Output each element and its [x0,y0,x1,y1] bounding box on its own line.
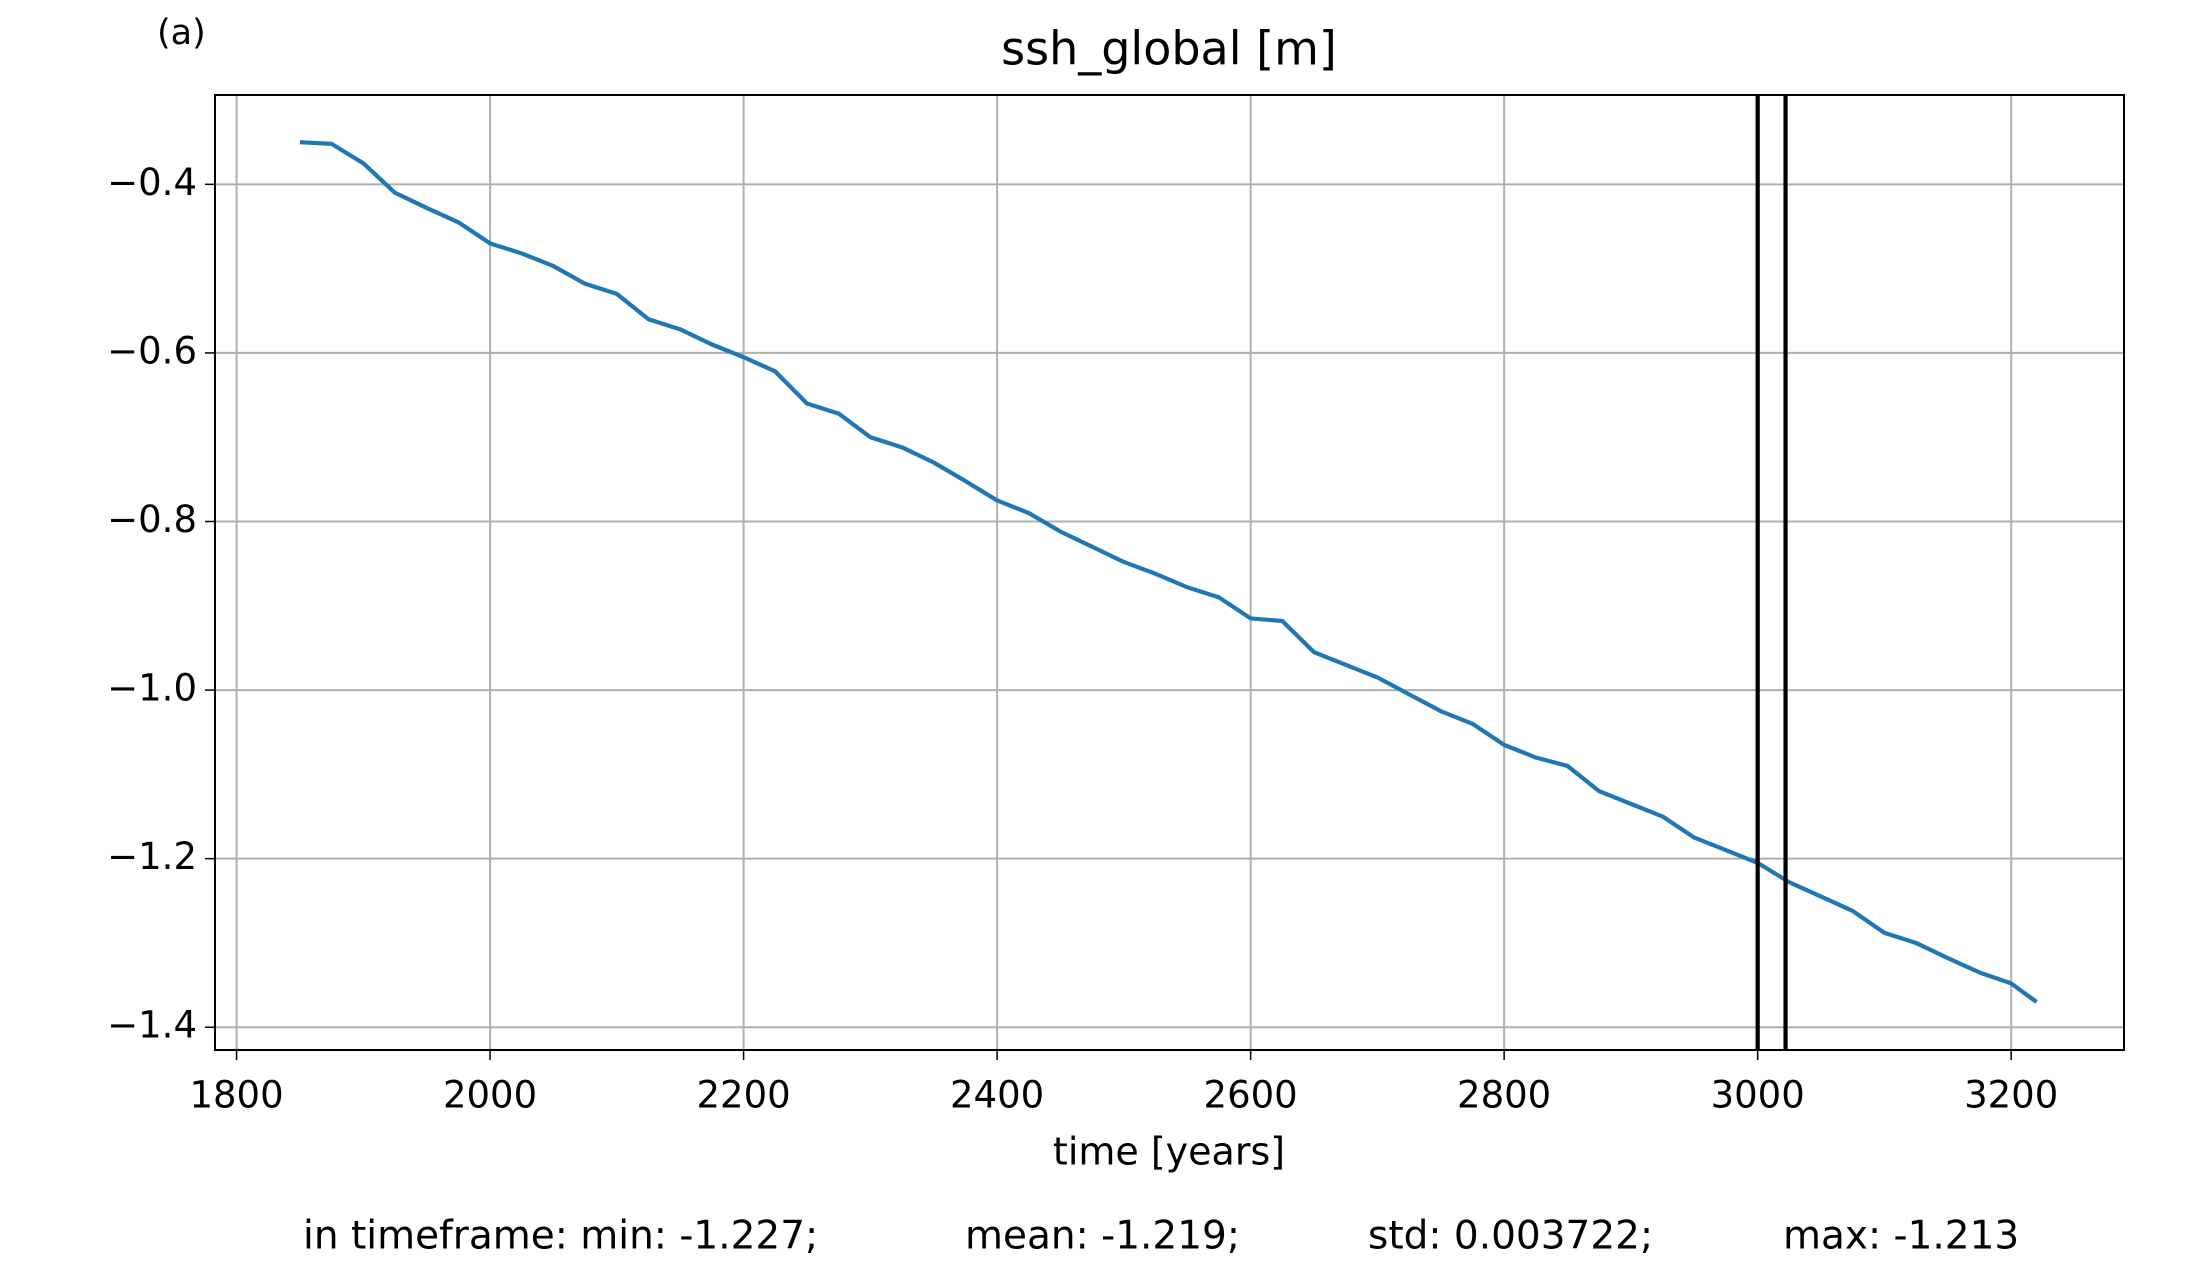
y-tick-label: −0.4 [107,161,197,204]
stat-text: mean: -1.219; [965,1214,1240,1259]
x-tick-label: 2000 [443,1074,537,1117]
y-tick-label: −1.2 [107,835,197,878]
y-tick-label: −0.8 [107,498,197,541]
chart-title: ssh_global [m] [1001,22,1337,76]
y-tick-label: −1.0 [107,667,197,710]
x-tick-label: 2400 [950,1074,1044,1117]
stat-text: in timeframe: min: -1.227; [303,1214,818,1259]
x-axis-label: time [years] [1053,1130,1285,1174]
stat-text: std: 0.003722; [1368,1214,1653,1259]
y-tick-label: −1.4 [107,1004,197,1047]
x-tick-label: 3000 [1711,1074,1805,1117]
panel-label: (a) [157,13,206,53]
x-tick-label: 3200 [1964,1074,2058,1117]
stat-text: max: -1.213 [1783,1214,2019,1259]
x-tick-label: 2600 [1204,1074,1298,1117]
data-line [299,140,2038,1004]
y-tick-label: −0.6 [107,329,197,372]
x-tick-label: 2200 [697,1074,791,1117]
x-tick-label: 1800 [189,1074,283,1117]
x-tick-label: 2800 [1457,1074,1551,1117]
plot-frame [214,94,2125,1051]
